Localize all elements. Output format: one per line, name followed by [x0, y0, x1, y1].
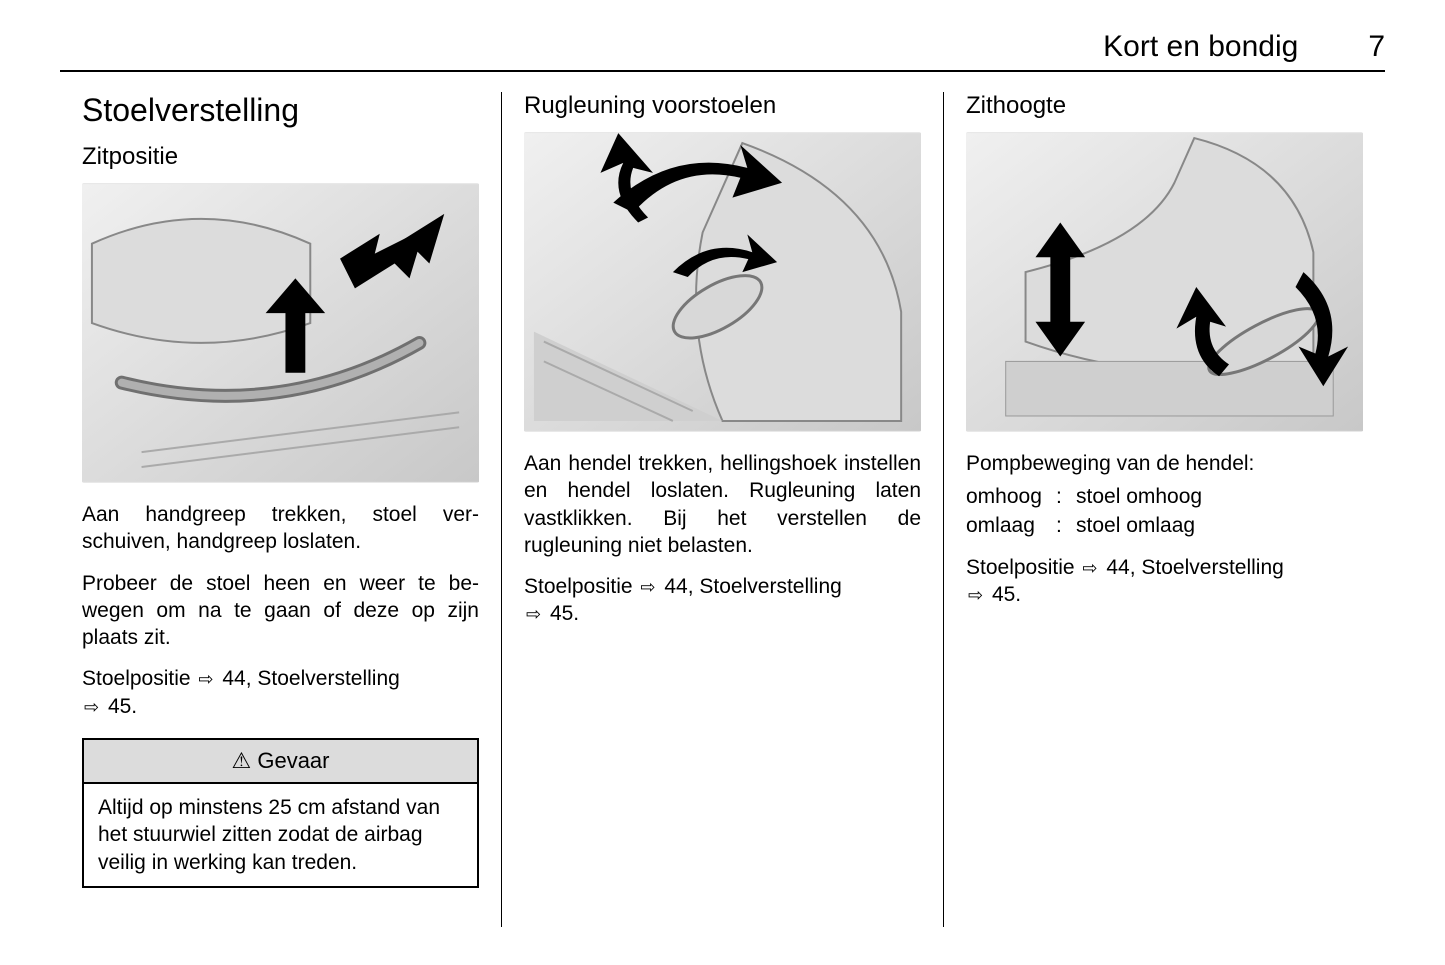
column-3: Zithoogte: [943, 92, 1385, 927]
definition-value: stoel omlaag: [1076, 512, 1363, 540]
ref-text: Stoelverstelling: [257, 667, 399, 690]
warning-title: Gevaar: [257, 748, 329, 773]
ref-page: 45.: [108, 695, 137, 718]
cross-reference: Stoelpositie ⇨ 44, Stoelverstelling ⇨ 45…: [82, 665, 479, 720]
ref-page: 45.: [550, 602, 579, 625]
chapter-title: Kort en bondig: [1103, 30, 1298, 64]
seat-height-illustration-icon: [966, 132, 1363, 432]
cross-reference: Stoelpositie ⇨ 44, Stoelverstelling ⇨ 45…: [524, 573, 921, 628]
backrest-illustration-icon: [524, 132, 921, 432]
ref-text: Stoelpositie: [966, 556, 1075, 579]
definition-term: omhoog: [966, 483, 1056, 511]
content-columns: Stoelverstelling Zitpositie: [60, 92, 1385, 927]
figure-backrest: [524, 132, 921, 432]
definition-row: omlaag : stoel omlaag: [966, 512, 1363, 540]
definition-term: omlaag: [966, 512, 1056, 540]
ref-page: 45.: [992, 583, 1021, 606]
definition-value: stoel omhoog: [1076, 483, 1363, 511]
warning-box: ⚠ Gevaar Altijd op minstens 25 cm afstan…: [82, 738, 479, 888]
ref-text: Stoelverstelling: [1141, 556, 1283, 579]
page: Kort en bondig 7 Stoelverstelling Zitpos…: [0, 0, 1445, 965]
warning-body: Altijd op minstens 25 cm afstand van het…: [84, 784, 477, 886]
definition-list: omhoog : stoel omhoog omlaag : stoel oml…: [966, 483, 1363, 540]
ref-page: 44,: [1106, 556, 1135, 579]
section-title: Stoelverstelling: [82, 92, 479, 129]
reference-arrow-icon: ⇨: [1082, 557, 1097, 580]
reference-arrow-icon: ⇨: [198, 668, 213, 691]
subsection-title: Zithoogte: [966, 92, 1363, 120]
column-1: Stoelverstelling Zitpositie: [60, 92, 501, 927]
definition-row: omhoog : stoel omhoog: [966, 483, 1363, 511]
figure-seat-position: [82, 183, 479, 483]
warning-triangle-icon: ⚠: [231, 748, 251, 773]
paragraph: Probeer de stoel heen en weer te be­wege…: [82, 570, 479, 652]
reference-arrow-icon: ⇨: [640, 576, 655, 599]
subsection-title: Rugleuning voorstoelen: [524, 92, 921, 120]
ref-page: 44,: [222, 667, 251, 690]
paragraph: Aan handgreep trekken, stoel ver­schuive…: [82, 501, 479, 556]
ref-page: 44,: [664, 575, 693, 598]
seat-position-illustration-icon: [82, 183, 479, 483]
warning-header: ⚠ Gevaar: [84, 740, 477, 784]
definition-separator: :: [1056, 512, 1076, 540]
cross-reference: Stoelpositie ⇨ 44, Stoelverstelling ⇨ 45…: [966, 554, 1363, 609]
ref-text: Stoelverstelling: [699, 575, 841, 598]
paragraph: Pompbeweging van de hendel:: [966, 450, 1363, 477]
reference-arrow-icon: ⇨: [526, 603, 541, 626]
definition-separator: :: [1056, 483, 1076, 511]
ref-text: Stoelpositie: [524, 575, 633, 598]
page-number: 7: [1368, 30, 1385, 64]
page-header: Kort en bondig 7: [60, 30, 1385, 72]
figure-seat-height: [966, 132, 1363, 432]
column-2: Rugleuning voorstoelen: [501, 92, 943, 927]
reference-arrow-icon: ⇨: [968, 584, 983, 607]
reference-arrow-icon: ⇨: [84, 696, 99, 719]
subsection-title: Zitpositie: [82, 143, 479, 171]
paragraph: Aan hendel trekken, hellingshoek in­stel…: [524, 450, 921, 559]
ref-text: Stoelpositie: [82, 667, 191, 690]
